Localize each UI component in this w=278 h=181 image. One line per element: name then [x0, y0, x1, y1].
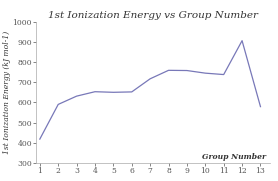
Title: 1st Ionization Energy vs Group Number: 1st Ionization Energy vs Group Number — [48, 10, 258, 20]
Text: Group Number: Group Number — [202, 153, 266, 161]
Y-axis label: 1st Ionization Energy (kJ mol-1): 1st Ionization Energy (kJ mol-1) — [3, 31, 11, 154]
